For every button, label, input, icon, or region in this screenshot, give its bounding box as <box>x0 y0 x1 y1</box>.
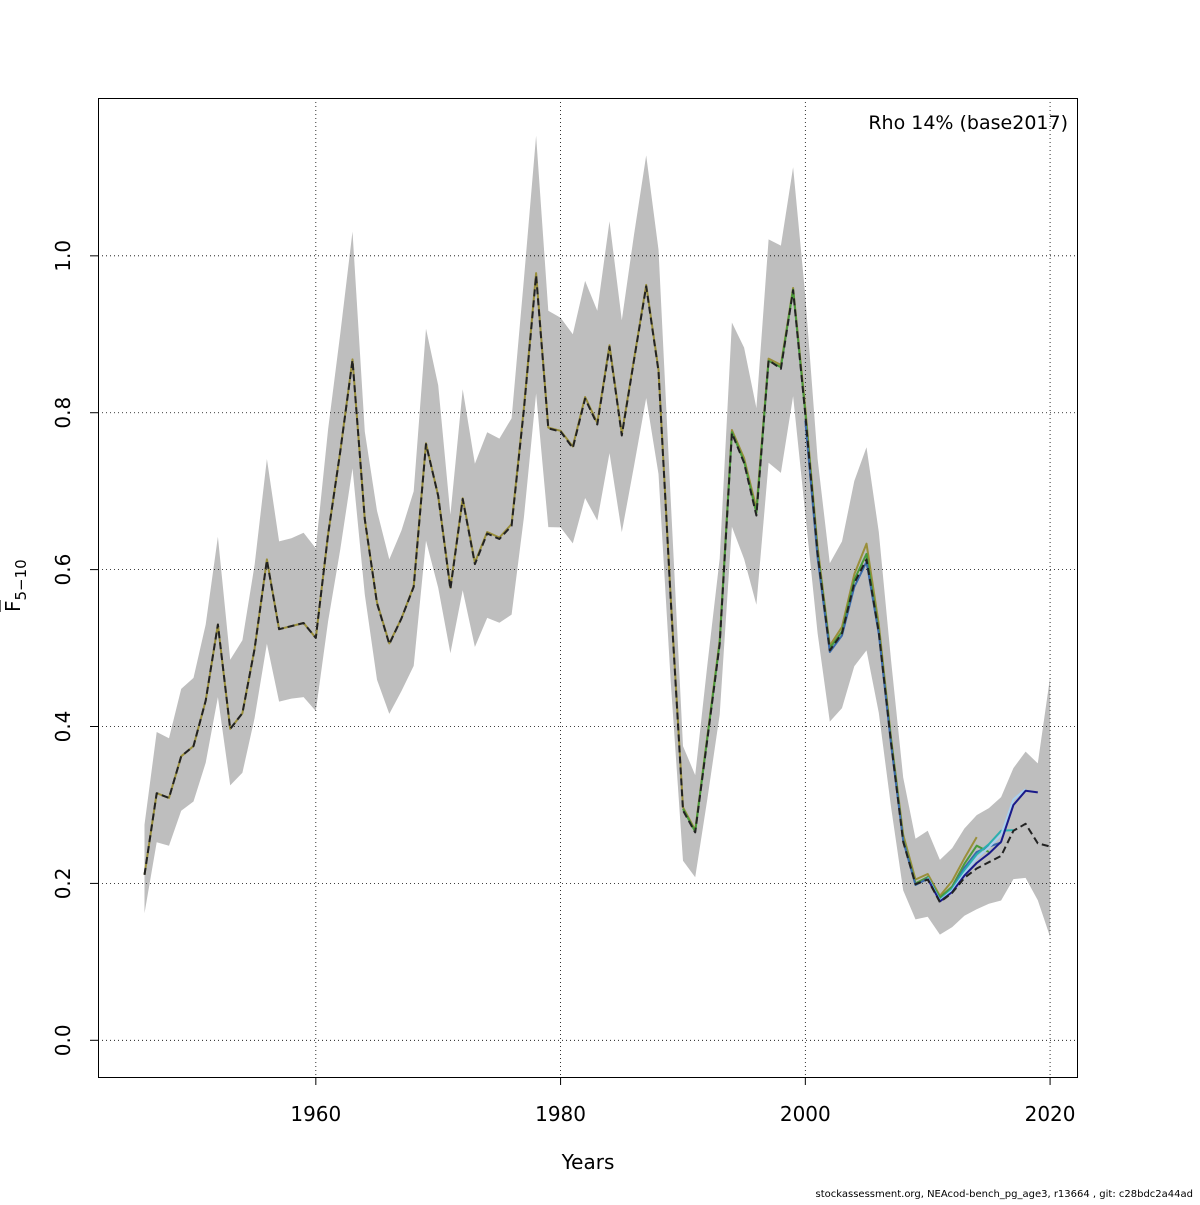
x-tick-label: 2020 <box>1025 1102 1076 1126</box>
x-tick-label: 1980 <box>535 1102 586 1126</box>
x-axis-title: Years <box>561 1150 615 1174</box>
y-axis-title-text: F5−10 <box>1 559 30 612</box>
confidence-band <box>144 135 1051 937</box>
y-axis-title-subscript: 5−10 <box>12 559 30 600</box>
footer-text: stockassessment.org, NEAcod-bench_pg_age… <box>816 1189 1194 1200</box>
grid-layer <box>98 98 1077 1077</box>
x-tick-label: 1960 <box>290 1102 341 1126</box>
y-axis-title-main: F <box>1 600 25 612</box>
series-line-base <box>143 274 1051 904</box>
band-layer <box>144 135 1051 937</box>
x-tick-label: 2000 <box>780 1102 831 1126</box>
y-tick-label: 0.2 <box>51 867 75 899</box>
rho-annotation: Rho 14% (base2017) <box>868 112 1068 134</box>
y-tick-label: 0.0 <box>51 1024 75 1056</box>
y-axis-title: F5−10 <box>0 559 30 612</box>
series-layer <box>143 272 1051 904</box>
y-tick-label: 0.4 <box>51 711 75 743</box>
y-tick-label: 0.8 <box>51 397 75 429</box>
x-axis: 1960 1980 2000 2020 <box>290 1077 1076 1126</box>
plot-frame <box>98 98 1078 1078</box>
y-tick-label: 1.0 <box>51 240 75 272</box>
y-tick-label: 0.6 <box>51 554 75 586</box>
y-axis: 0.0 0.2 0.4 0.6 0.8 1.0 <box>51 240 98 1056</box>
